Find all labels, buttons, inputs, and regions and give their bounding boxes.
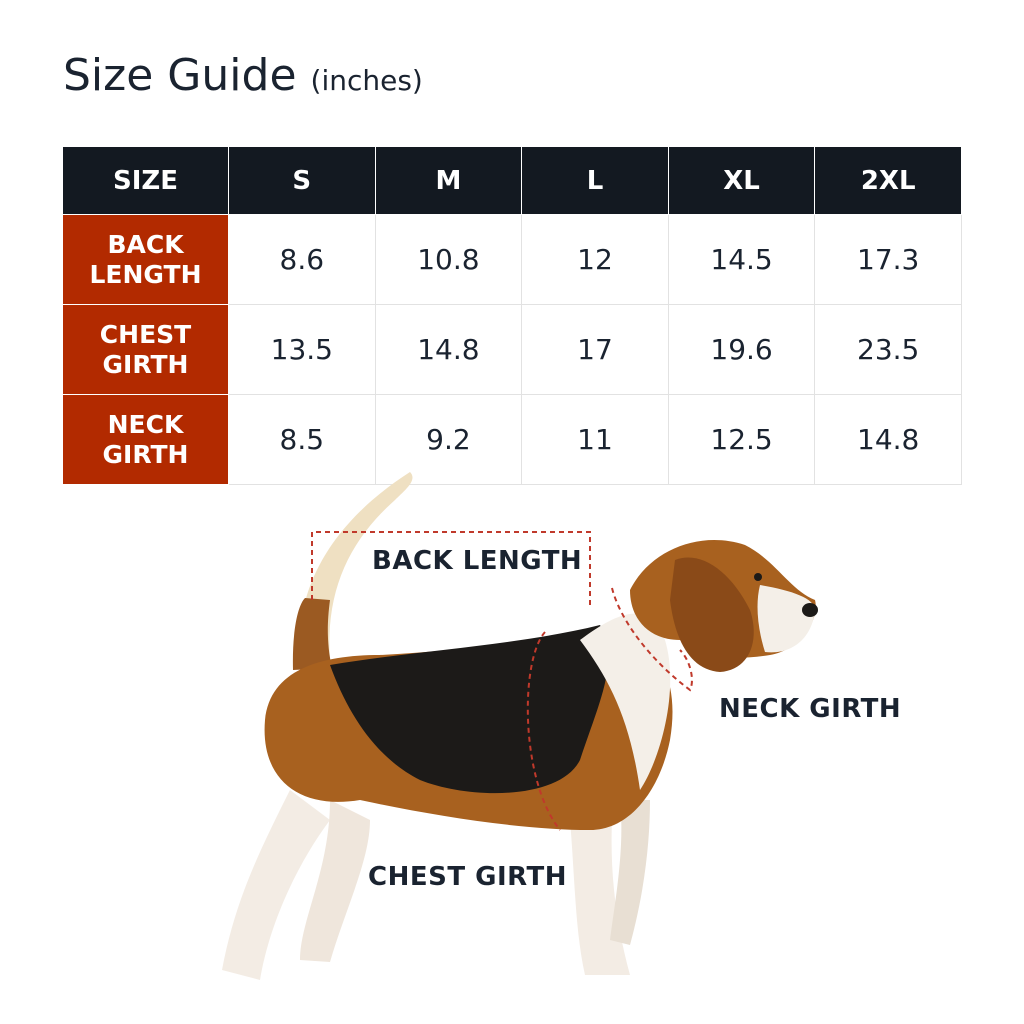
- title-unit: (inches): [310, 64, 423, 97]
- table-header-row: SIZE S M L XL 2XL: [62, 146, 962, 215]
- chest-girth-label: CHEST GIRTH: [368, 862, 567, 892]
- table-row: NECK GIRTH 8.5 9.2 11 12.5 14.8: [62, 394, 962, 485]
- neck-girth-label: NECK GIRTH: [719, 694, 902, 724]
- table-cell: 10.8: [374, 214, 523, 305]
- table-cell: 17: [521, 304, 669, 395]
- table-cell: 14.5: [667, 214, 816, 305]
- table-cell: 17.3: [814, 214, 962, 305]
- header-cell: L: [521, 146, 669, 215]
- row-header: NECK GIRTH: [62, 394, 229, 485]
- table-cell: 13.5: [228, 304, 376, 395]
- table-cell: 14.8: [814, 394, 962, 485]
- header-cell: S: [228, 146, 376, 215]
- table-cell: 12: [521, 214, 669, 305]
- title-text: Size Guide: [63, 50, 297, 101]
- table-cell: 8.6: [228, 214, 376, 305]
- table-cell: 12.5: [667, 394, 816, 485]
- header-cell: SIZE: [62, 146, 229, 215]
- table-row: CHEST GIRTH 13.5 14.8 17 19.6 23.5: [62, 304, 962, 395]
- table-cell: 14.8: [374, 304, 523, 395]
- page-title: Size Guide (inches): [63, 50, 423, 101]
- table-cell: 19.6: [667, 304, 816, 395]
- row-header: CHEST GIRTH: [62, 304, 229, 395]
- header-cell: XL: [667, 146, 816, 215]
- row-header: BACK LENGTH: [62, 214, 229, 305]
- beagle-illustration: [222, 472, 818, 980]
- table-cell: 9.2: [374, 394, 523, 485]
- back-length-label: BACK LENGTH: [372, 546, 583, 576]
- table-row: BACK LENGTH 8.6 10.8 12 14.5 17.3: [62, 214, 962, 305]
- table-cell: 11: [521, 394, 669, 485]
- header-cell: 2XL: [814, 146, 962, 215]
- size-table: SIZE S M L XL 2XL BACK LENGTH 8.6 10.8 12…: [62, 146, 962, 485]
- header-cell: M: [374, 146, 523, 215]
- table-cell: 23.5: [814, 304, 962, 395]
